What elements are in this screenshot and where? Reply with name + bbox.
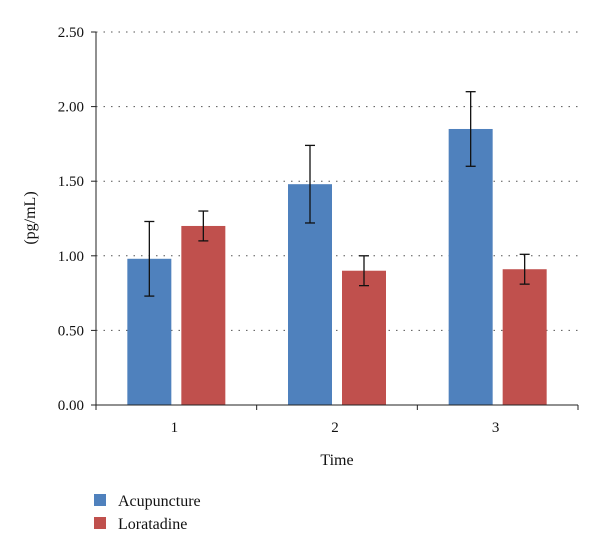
- y-axis-title: (pg/mL): [22, 191, 39, 244]
- bar-loratadine-2: [342, 270, 386, 405]
- y-tick-labels: 0.00 0.50 1.00 1.50 2.00 2.50: [58, 25, 84, 414]
- bars: [127, 128, 547, 406]
- legend-item-acupuncture: Acupuncture: [94, 493, 201, 510]
- legend: Acupuncture Loratadine: [94, 493, 201, 533]
- legend-swatch: [94, 517, 106, 529]
- legend-swatch: [94, 494, 106, 506]
- bar-loratadine-3: [502, 269, 547, 405]
- y-tick-label: 2.00: [58, 100, 84, 116]
- legend-item-loratadine: Loratadine: [94, 516, 187, 533]
- bar-loratadine-1: [181, 225, 226, 405]
- y-tick-label: 1.00: [58, 249, 84, 265]
- x-tick-label: 1: [171, 420, 179, 436]
- x-tick-label: 3: [492, 420, 500, 436]
- error-bars: [144, 91, 530, 297]
- x-axis-title: Time: [320, 452, 353, 469]
- x-tick-label: 2: [331, 420, 339, 436]
- y-tick-label: 0.50: [58, 323, 84, 339]
- legend-label: Loratadine: [118, 516, 187, 533]
- y-tick-label: 0.00: [58, 398, 84, 414]
- axes: [91, 31, 579, 410]
- legend-label: Acupuncture: [118, 493, 201, 510]
- y-tick-label: 1.50: [58, 174, 84, 190]
- y-tick-label: 2.50: [58, 25, 84, 41]
- x-tick-labels: 1 2 3: [171, 420, 500, 436]
- gridlines: [96, 31, 578, 331]
- bar-acupuncture-3: [448, 128, 493, 406]
